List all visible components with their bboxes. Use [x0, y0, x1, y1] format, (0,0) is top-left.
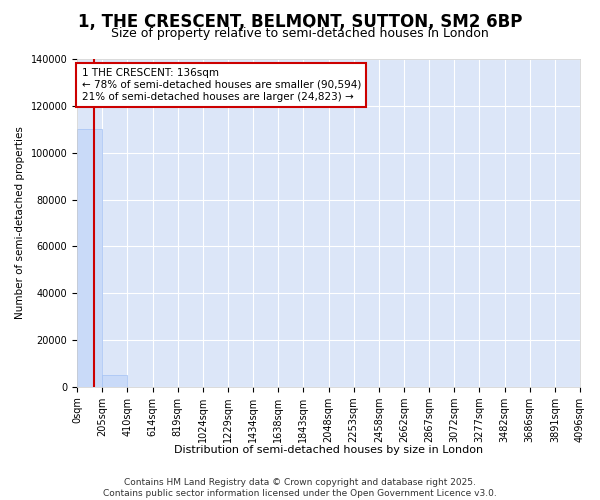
Bar [102, 375, 127, 387]
Y-axis label: Number of semi-detached properties: Number of semi-detached properties [15, 126, 25, 320]
Bar [77, 130, 102, 387]
Text: 1 THE CRESCENT: 136sqm
← 78% of semi-detached houses are smaller (90,594)
21% of: 1 THE CRESCENT: 136sqm ← 78% of semi-det… [82, 68, 361, 102]
Text: Contains HM Land Registry data © Crown copyright and database right 2025.
Contai: Contains HM Land Registry data © Crown c… [103, 478, 497, 498]
Text: Size of property relative to semi-detached houses in London: Size of property relative to semi-detach… [111, 28, 489, 40]
X-axis label: Distribution of semi-detached houses by size in London: Distribution of semi-detached houses by … [174, 445, 483, 455]
Text: 1, THE CRESCENT, BELMONT, SUTTON, SM2 6BP: 1, THE CRESCENT, BELMONT, SUTTON, SM2 6B… [78, 12, 522, 30]
